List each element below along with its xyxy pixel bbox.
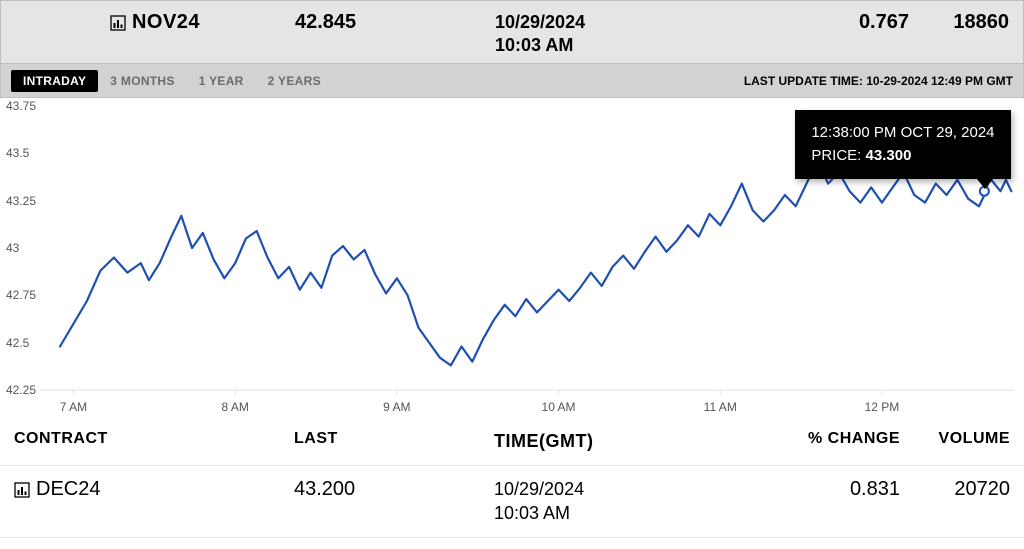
- header-time: TIME(GMT): [494, 430, 780, 453]
- x-axis-label: 8 AM: [221, 400, 248, 414]
- y-axis-label: 43.75: [6, 99, 36, 113]
- x-axis-label: 12 PM: [865, 400, 900, 414]
- header-contract: CONTRACT: [14, 430, 294, 448]
- summary-change: 0.767: [819, 11, 909, 34]
- row-time-value: 10:03 AM: [494, 502, 780, 525]
- summary-volume: 18860: [929, 11, 1009, 34]
- contracts-header: CONTRACT LAST TIME(GMT) % CHANGE VOLUME: [0, 418, 1024, 466]
- x-axis-label: 10 AM: [542, 400, 576, 414]
- chart-tooltip: 12:38:00 PM OCT 29, 2024 PRICE: 43.300: [795, 110, 1010, 179]
- tab-1-year[interactable]: 1 YEAR: [187, 70, 256, 92]
- row-volume: 20720: [920, 478, 1010, 501]
- row-last: 43.200: [294, 478, 494, 501]
- x-axis-label: 9 AM: [383, 400, 410, 414]
- tab-3-months[interactable]: 3 MONTHS: [98, 70, 186, 92]
- y-axis-label: 42.75: [6, 288, 36, 302]
- summary-bar: NOV24 42.845 10/29/2024 10:03 AM 0.767 1…: [0, 0, 1024, 64]
- x-axis-label: 7 AM: [60, 400, 87, 414]
- bar-chart-icon: [14, 482, 30, 498]
- row-time: 10/29/2024 10:03 AM: [494, 478, 780, 525]
- y-axis-label: 42.25: [6, 383, 36, 397]
- summary-date: 10/29/2024: [495, 11, 819, 34]
- y-axis-label: 43.5: [6, 146, 29, 160]
- table-row[interactable]: DEC24 43.200 10/29/2024 10:03 AM 0.831 2…: [0, 466, 1024, 538]
- row-change: 0.831: [780, 478, 900, 501]
- price-chart[interactable]: 42.25 42.5 42.75 43 43.25 43.5 43.75 7 AM 8 AM 9…: [0, 98, 1024, 418]
- contract-name: NOV24: [132, 11, 200, 34]
- summary-contract: NOV24: [15, 11, 295, 34]
- tooltip-price-label: PRICE:: [811, 147, 861, 164]
- summary-time: 10/29/2024 10:03 AM: [495, 11, 819, 56]
- row-contract-name: DEC24: [36, 478, 100, 501]
- header-volume: VOLUME: [920, 430, 1010, 448]
- summary-last: 42.845: [295, 11, 495, 34]
- row-date: 10/29/2024: [494, 478, 780, 501]
- y-axis-label: 43: [6, 241, 19, 255]
- tab-2-years[interactable]: 2 YEARS: [256, 70, 333, 92]
- row-contract: DEC24: [14, 478, 294, 501]
- tooltip-price-value: 43.300: [866, 147, 912, 164]
- y-axis-label: 42.5: [6, 336, 29, 350]
- x-axis-label: 11 AM: [704, 400, 737, 414]
- y-axis-label: 43.25: [6, 194, 36, 208]
- summary-time-value: 10:03 AM: [495, 34, 819, 57]
- tab-intraday[interactable]: INTRADAY: [11, 70, 98, 92]
- last-update-time: LAST UPDATE TIME: 10-29-2024 12:49 PM GM…: [744, 74, 1013, 88]
- header-last: LAST: [294, 430, 494, 448]
- tooltip-timestamp: 12:38:00 PM OCT 29, 2024: [811, 122, 994, 145]
- header-change: % CHANGE: [780, 430, 900, 448]
- range-tabs: INTRADAY3 MONTHS1 YEAR2 YEARS LAST UPDAT…: [0, 64, 1024, 98]
- bar-chart-icon: [110, 15, 126, 31]
